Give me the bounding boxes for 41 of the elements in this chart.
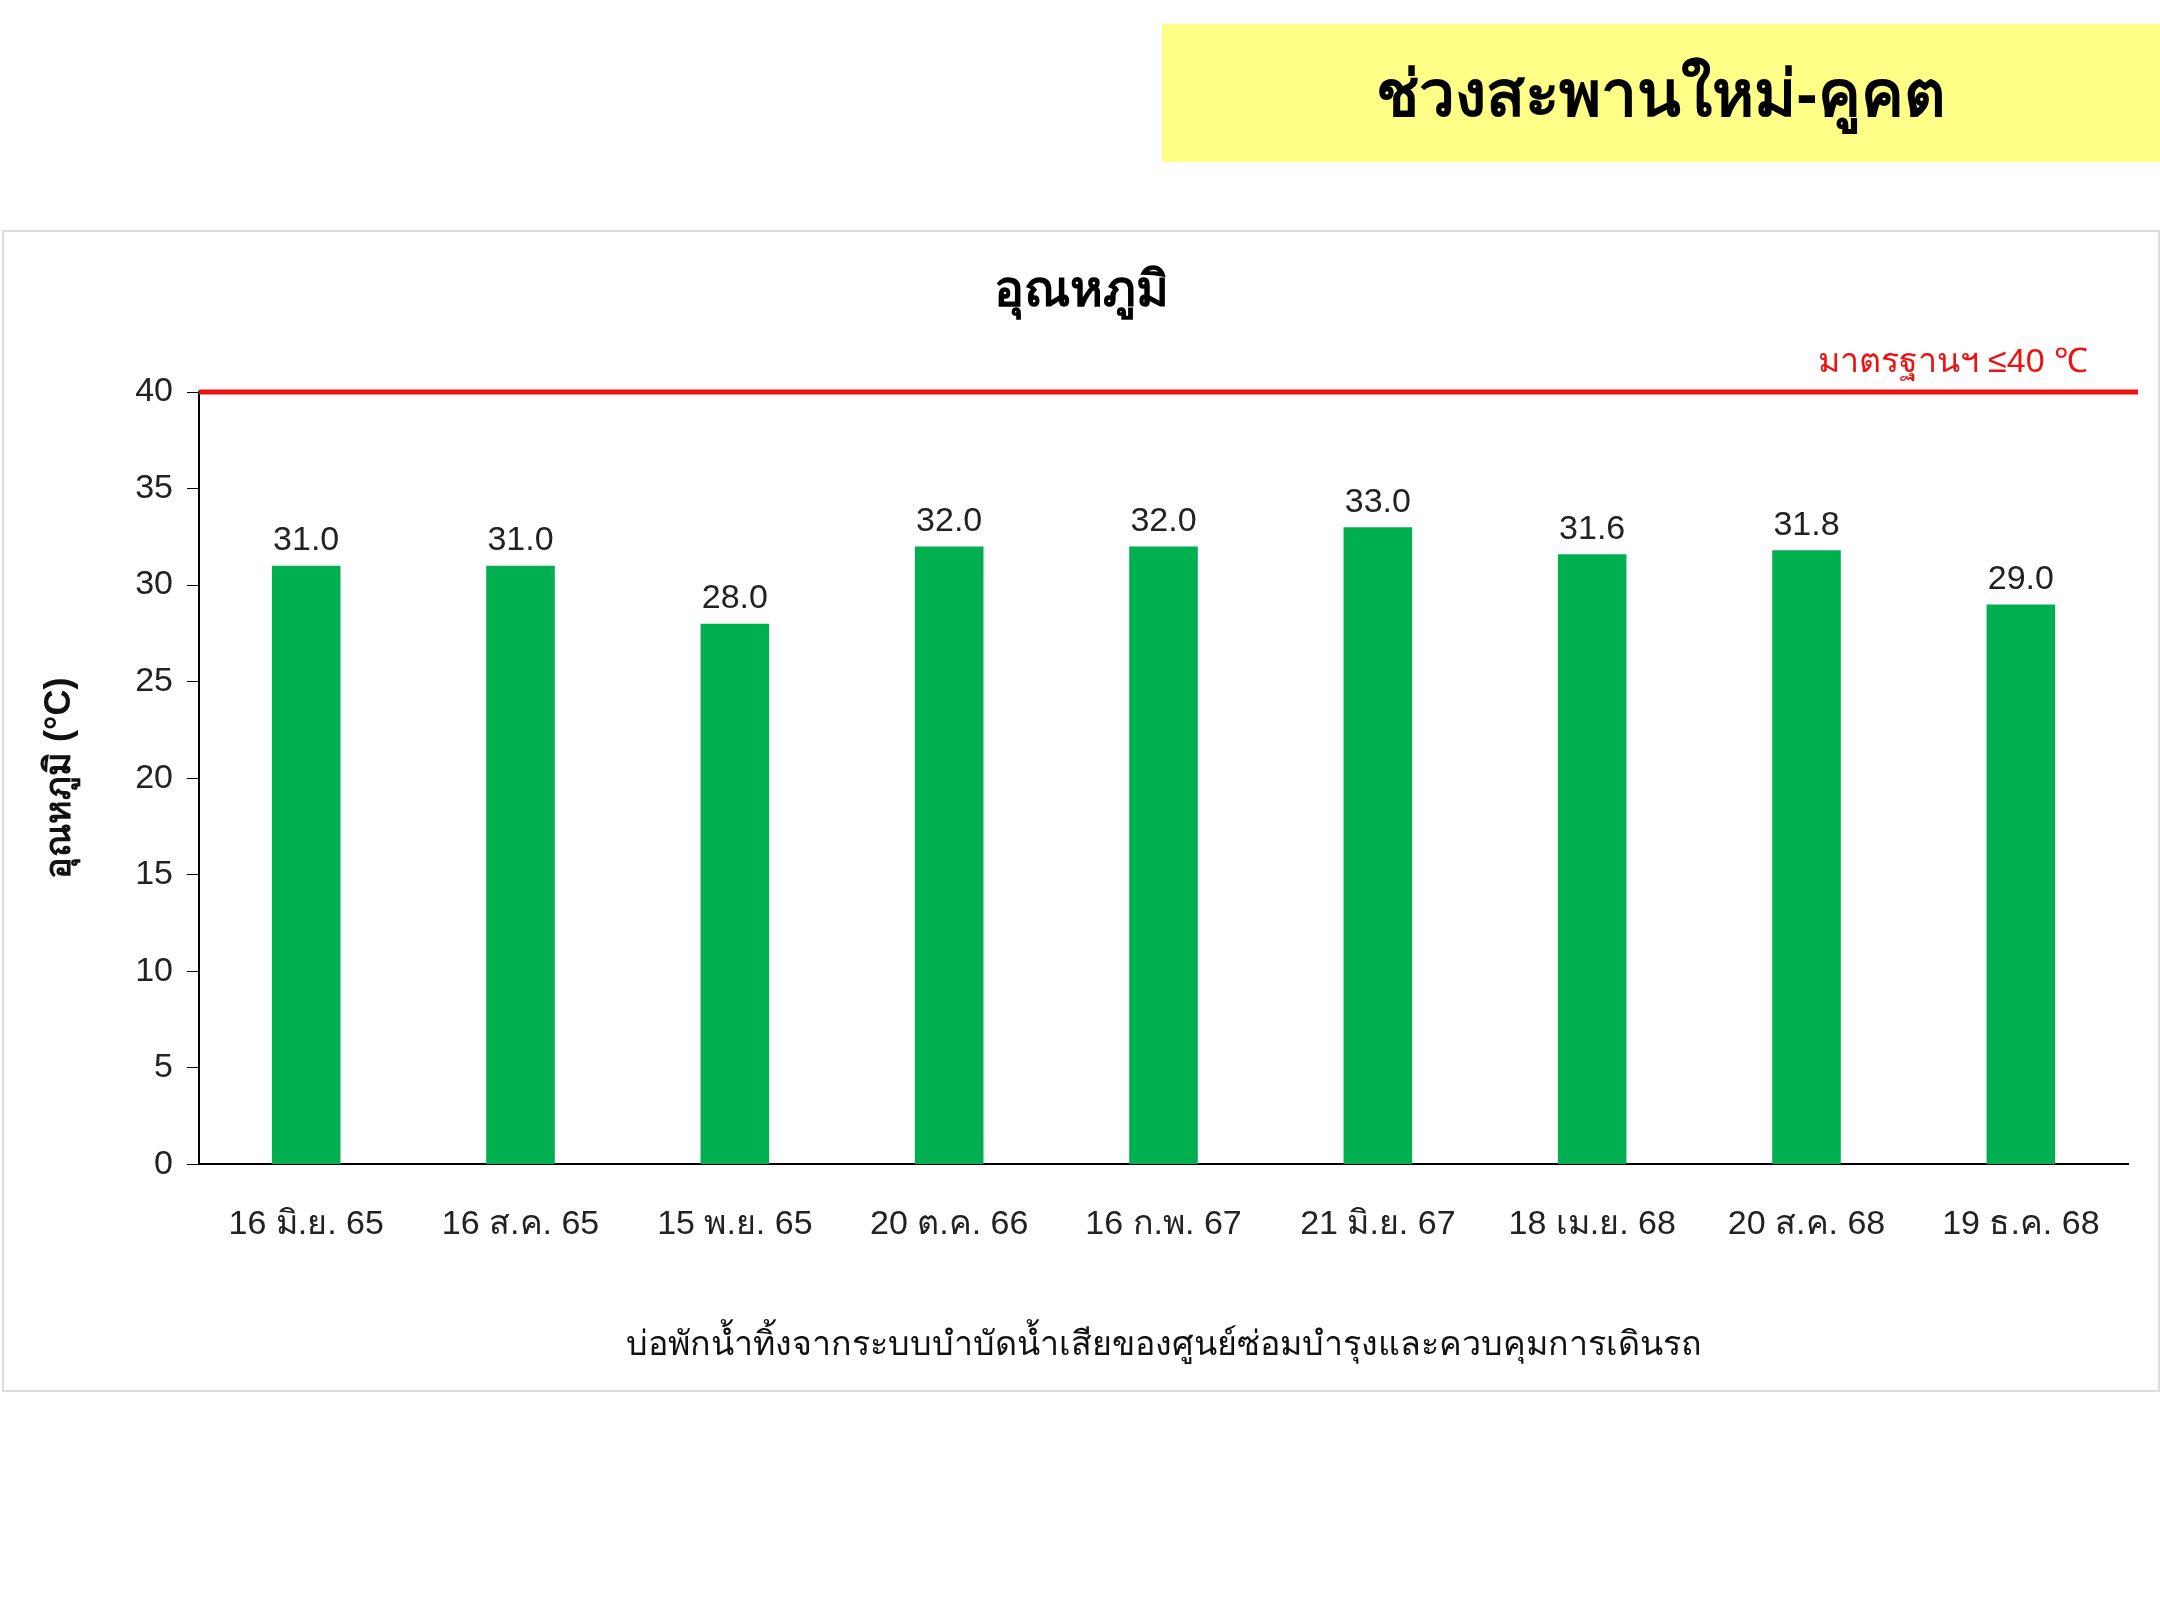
- x-axis-title: บ่อพักน้ำทิ้งจากระบบบำบัดน้ำเสียของศูนย์ซ่อมบำรุงและควบคุมการเดินรถ: [625, 1318, 1702, 1364]
- y-axis-title: อุณหภูมิ (°C): [36, 677, 81, 879]
- data-label: 31.0: [273, 519, 340, 558]
- bar: [700, 623, 770, 1164]
- y-tick-label: 5: [154, 1046, 174, 1085]
- bar: [1772, 550, 1841, 1164]
- x-tick-label: 16 ส.ค. 65: [441, 1203, 600, 1242]
- chart-title: ช่วงสะพานใหม่-คูคต: [1162, 24, 2160, 162]
- ref-line-label: มาตรฐานฯ ≤40 ℃: [1817, 341, 2088, 382]
- y-tick-label: 10: [135, 949, 174, 988]
- data-label: 32.0: [1130, 499, 1197, 538]
- bar: [1557, 554, 1627, 1164]
- data-label: 31.0: [487, 519, 554, 558]
- y-tick-label: 15: [135, 853, 174, 892]
- y-tick-label: 35: [135, 466, 174, 505]
- x-tick-label: 16 มิ.ย. 65: [228, 1203, 384, 1242]
- bar: [1129, 546, 1198, 1164]
- y-tick-label: 25: [135, 660, 174, 699]
- data-label: 33.0: [1344, 480, 1411, 519]
- x-tick-label: 16 ก.พ. 67: [1085, 1203, 1242, 1242]
- bar: [486, 565, 555, 1164]
- x-tick-label: 21 มิ.ย. 67: [1300, 1203, 1456, 1242]
- y-tick-label: 40: [135, 370, 174, 409]
- x-tick-label: 20 ส.ค. 68: [1727, 1203, 1886, 1242]
- x-tick-label: 18 เม.ย. 68: [1508, 1203, 1676, 1242]
- data-label: 29.0: [1987, 557, 2054, 596]
- x-tick-label: 19 ธ.ค. 68: [1942, 1203, 2100, 1242]
- x-tick-label: 20 ต.ค. 66: [869, 1203, 1029, 1242]
- bar: [1986, 604, 2056, 1164]
- data-label: 31.8: [1773, 503, 1840, 542]
- data-label: 32.0: [916, 499, 983, 538]
- bar: [1343, 527, 1413, 1164]
- data-label: 28.0: [701, 577, 768, 616]
- y-tick-label: 0: [154, 1142, 174, 1181]
- chart-subtitle: อุณหภูมิ: [993, 260, 1169, 320]
- bar: [271, 565, 341, 1164]
- y-tick-label: 30: [135, 563, 174, 602]
- x-tick-label: 15 พ.ย. 65: [657, 1203, 813, 1242]
- y-tick-label: 20: [135, 756, 174, 795]
- bar: [914, 546, 984, 1164]
- data-label: 31.6: [1559, 507, 1626, 546]
